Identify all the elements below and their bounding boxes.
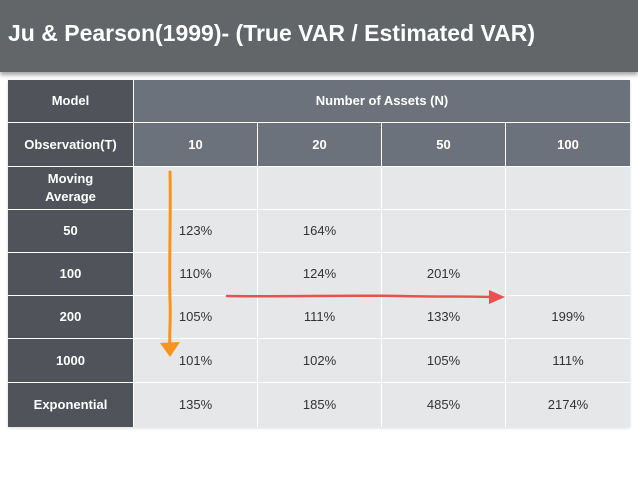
results-table: Model Number of Assets (N) Observation(T…: [8, 80, 630, 427]
row-label: 50: [8, 210, 133, 252]
table-cell: 201%: [382, 253, 505, 295]
slide-title: Ju & Pearson(1999)- (True VAR / Estimate…: [8, 20, 536, 46]
assets-header: Number of Assets (N): [134, 80, 630, 122]
table-cell: 111%: [258, 296, 381, 338]
table-cell: 101%: [134, 339, 257, 382]
table-cell: 123%: [134, 210, 257, 252]
row-label: 100: [8, 253, 133, 295]
model-header: Model: [8, 80, 133, 122]
horizontal-arrow: [225, 290, 505, 304]
table-cell: 111%: [506, 339, 630, 382]
moving-average-label: Moving Average: [8, 167, 133, 209]
asset-count-100: 100: [506, 123, 630, 166]
row-label: 200: [8, 296, 133, 338]
observation-header: Observation(T): [8, 123, 133, 166]
asset-count-20: 20: [258, 123, 381, 166]
table-cell: [382, 210, 505, 252]
table-cell: 110%: [134, 253, 257, 295]
table-cell: [506, 167, 630, 209]
table-cell: 185%: [258, 383, 381, 427]
vertical-arrow: [160, 170, 180, 357]
title-bar: Ju & Pearson(1999)- (True VAR / Estimate…: [0, 0, 638, 72]
table-cell: [258, 167, 381, 209]
table-cell: [506, 210, 630, 252]
table-cell: 135%: [134, 383, 257, 427]
row-label: Exponential: [8, 383, 133, 427]
table-cell: 105%: [382, 339, 505, 382]
table-cell: [506, 253, 630, 295]
table-cell: 105%: [134, 296, 257, 338]
table-cell: 199%: [506, 296, 630, 338]
asset-count-10: 10: [134, 123, 257, 166]
table-cell: 124%: [258, 253, 381, 295]
table-cell: 485%: [382, 383, 505, 427]
table-cell: 102%: [258, 339, 381, 382]
asset-count-50: 50: [382, 123, 505, 166]
table-cell: 2174%: [506, 383, 630, 427]
row-label: 1000: [8, 339, 133, 382]
table-cell: 133%: [382, 296, 505, 338]
table-cell: [134, 167, 257, 209]
table-cell: [382, 167, 505, 209]
table-cell: 164%: [258, 210, 381, 252]
